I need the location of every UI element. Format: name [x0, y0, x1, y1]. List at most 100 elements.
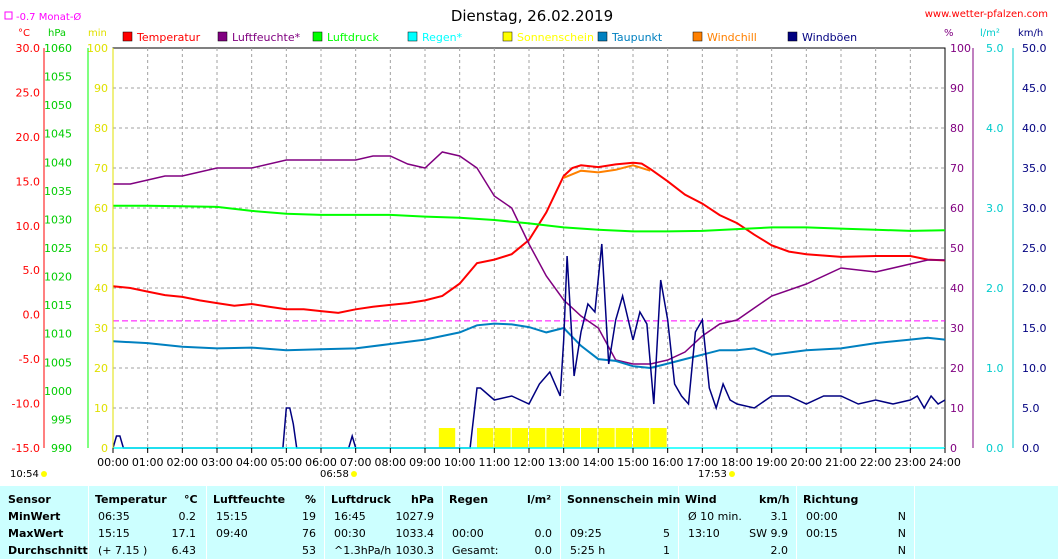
stats-press-time: 00:30	[334, 527, 366, 540]
percent-axis-tick-label: 80	[950, 122, 964, 135]
pressure-axis-tick-label: 1015	[44, 299, 72, 312]
stats-separator	[324, 486, 325, 559]
temp-axis-tick-label: 5.0	[23, 264, 41, 277]
sunshine-bar	[529, 428, 546, 448]
rain-unit: l/m²	[980, 28, 1000, 39]
stats-header-dir: Richtung	[803, 493, 859, 506]
x-tick-label: 04:00	[236, 456, 268, 469]
pressure-axis-tick-label: 1045	[44, 128, 72, 141]
sunshine-bar	[633, 428, 650, 448]
legend-label: Taupunkt	[611, 31, 663, 44]
legend-swatch	[312, 31, 323, 42]
minutes-unit: min	[88, 28, 107, 39]
stats-wind-val: 2.0	[770, 544, 789, 557]
temp-axis-tick-label: -15.0	[12, 442, 40, 455]
legend-swatch	[122, 31, 133, 42]
minutes-axis-tick-label: 80	[94, 122, 108, 135]
wind-axis-tick-label: 10.0	[1022, 362, 1047, 375]
stats-separator	[796, 486, 797, 559]
stats-temp-val: 6.43	[171, 544, 197, 557]
stats-header-press-unit: hPa	[411, 493, 435, 506]
sunshine-bar	[546, 428, 563, 448]
x-tick-label: 13:00	[548, 456, 580, 469]
minutes-axis-tick-label: 10	[94, 402, 108, 415]
rain-axis-tick-label: 2.0	[986, 282, 1004, 295]
sunshine-bars	[438, 428, 667, 448]
pressure-axis-tick-label: 1050	[44, 99, 72, 112]
wind-axis-tick-label: 35.0	[1022, 162, 1047, 175]
wind-axis-tick-label: 30.0	[1022, 202, 1047, 215]
stats-hum-val: 76	[302, 527, 316, 540]
wind-axis-tick-label: 20.0	[1022, 282, 1047, 295]
stats-header-hum: Luftfeuchte	[213, 493, 286, 506]
percent-axis-tick-label: 30	[950, 322, 964, 335]
pressure-axis-tick-label: 1025	[44, 242, 72, 255]
temp-axis-tick-label: -10.0	[12, 398, 40, 411]
pressure-axis-tick-label: 1010	[44, 328, 72, 341]
stats-dir-time: 00:15	[806, 527, 838, 540]
sunshine-bar	[563, 428, 580, 448]
stats-separator	[206, 486, 207, 559]
stats-table: Sensor Temperatur °C Luftfeuchte % Luftd…	[0, 486, 1058, 559]
stats-wind-val: SW 9.9	[749, 527, 788, 540]
legend-swatch	[217, 31, 228, 42]
stats-rain-val: 0.0	[534, 544, 553, 557]
rain-axis-tick-label: 4.0	[986, 122, 1004, 135]
temp-axis-tick-label: 10.0	[16, 220, 41, 233]
stats-temp-time: 06:35	[98, 510, 130, 523]
stats-separator	[914, 486, 915, 559]
stats-dir-val: N	[897, 527, 906, 540]
stats-header-sun: Sonnenschein min	[567, 493, 681, 506]
x-tick-label: 24:00	[929, 456, 961, 469]
percent-axis-tick-label: 70	[950, 162, 964, 175]
minutes-axis-tick-label: 50	[94, 242, 108, 255]
stats-header-sensor: Sensor	[8, 493, 51, 506]
x-tick-label: 05:00	[270, 456, 302, 469]
stats-temp-time: (+ 7.15 )	[98, 544, 148, 557]
series-line	[563, 164, 651, 179]
chart-title: Dienstag, 26.02.2019	[451, 7, 613, 25]
stats-sun-time: 09:25	[570, 527, 602, 540]
stats-temp-val: 17.1	[171, 527, 197, 540]
series-line	[112, 161, 946, 314]
stats-header-press: Luftdruck	[331, 493, 391, 506]
wind-axis-tick-label: 40.0	[1022, 122, 1047, 135]
stats-hum-val: 53	[302, 544, 316, 557]
stats-hum-val: 19	[302, 510, 316, 523]
x-tick-label: 18:00	[721, 456, 753, 469]
pressure-axis-tick-label: 990	[51, 442, 72, 455]
stats-label: Durchschnitt	[8, 544, 88, 557]
stats-label: MinWert	[8, 510, 61, 523]
wind-axis-tick-label: 5.0	[1022, 402, 1040, 415]
rain-axis-tick-label: 1.0	[986, 362, 1004, 375]
series-line	[112, 243, 946, 449]
temp-axis-tick-label: 0.0	[23, 309, 41, 322]
stats-sun-val: 5	[663, 527, 670, 540]
minutes-axis-tick-label: 100	[87, 42, 108, 55]
pressure-axis-tick-label: 1035	[44, 185, 72, 198]
legend-label: Luftfeuchte*	[232, 31, 301, 44]
x-tick-label: 19:00	[756, 456, 788, 469]
sunshine-bar	[494, 428, 511, 448]
stats-dir-time: 00:00	[806, 510, 838, 523]
sun-icon	[41, 471, 47, 477]
wind-axis-tick-label: 15.0	[1022, 322, 1047, 335]
pressure-axis-tick-label: 1060	[44, 42, 72, 55]
minutes-axis-tick-label: 70	[94, 162, 108, 175]
percent-axis-tick-label: 60	[950, 202, 964, 215]
stats-separator	[88, 486, 89, 559]
x-tick-label: 08:00	[374, 456, 406, 469]
stats-rain-time: Gesamt:	[452, 544, 499, 557]
sunshine-bar	[581, 428, 598, 448]
x-tick-label: 23:00	[894, 456, 926, 469]
temp-axis-tick-label: -5.0	[19, 353, 40, 366]
stats-rain-time: 00:00	[452, 527, 484, 540]
series-line	[113, 204, 946, 233]
temp-axis-tick-label: 20.0	[16, 131, 41, 144]
sunshine-bar	[438, 428, 456, 448]
website-link[interactable]: www.wetter-pfalzen.com	[925, 9, 1048, 20]
percent-axis-tick-label: 50	[950, 242, 964, 255]
axes: 30.0 25.0 20.0 15.0 10.0 5.0 0.0 -5.0 -10.0 -15.0…	[12, 42, 1047, 469]
stats-dir-val: N	[897, 510, 906, 523]
stats-sun-time: 5:25 h	[570, 544, 606, 557]
